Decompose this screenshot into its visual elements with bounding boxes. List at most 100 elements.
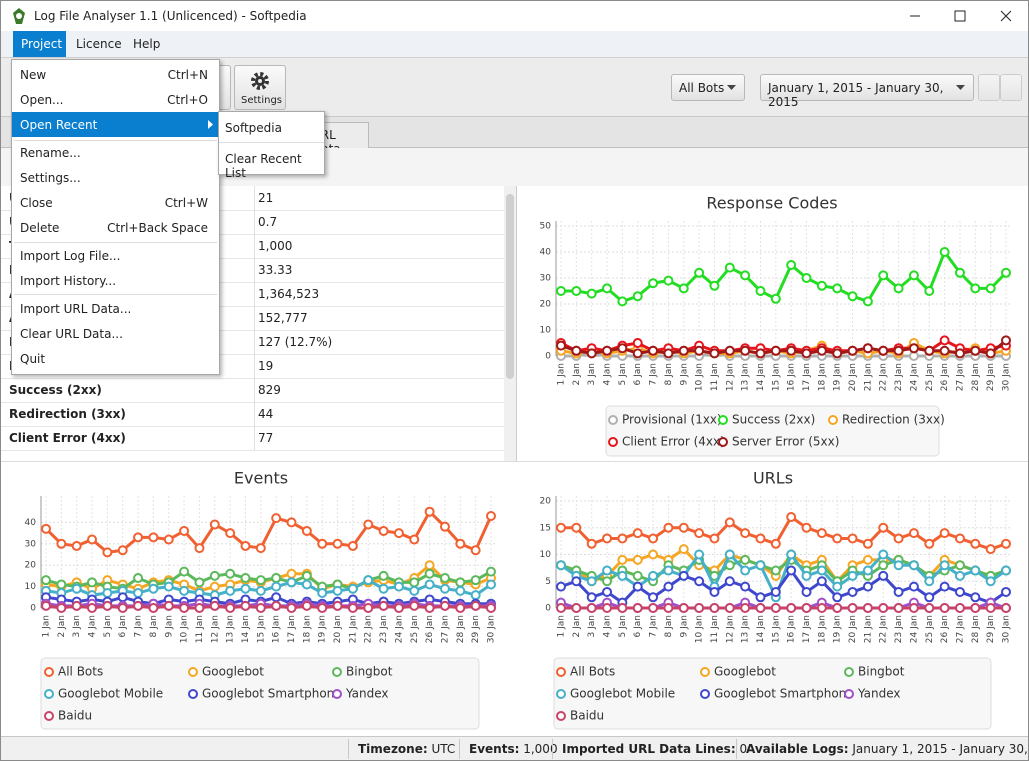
legend-marker: [44, 667, 54, 677]
menu-item[interactable]: Open...: [20, 93, 64, 107]
data-point: [179, 566, 190, 577]
app-icon: [13, 8, 25, 24]
menu-item[interactable]: Rename...: [20, 146, 81, 160]
row-value: 77: [258, 431, 274, 445]
data-point: [786, 512, 797, 523]
data-point: [786, 260, 797, 270]
x-tick-label: 19 Jan: [833, 615, 843, 643]
data-point: [724, 517, 735, 528]
menu-item[interactable]: Clear Recent List: [225, 152, 302, 180]
data-point: [409, 534, 420, 545]
menu-item[interactable]: Softpedia: [225, 121, 282, 135]
data-point: [663, 581, 674, 592]
y-tick-label: 0: [30, 604, 36, 614]
settings-button[interactable]: Settings: [234, 65, 286, 110]
data-point: [424, 603, 435, 613]
data-point: [271, 592, 282, 603]
menu-item[interactable]: Quit: [20, 352, 46, 366]
data-point: [225, 603, 236, 613]
status-item: Available Logs: January 1, 2015 - Januar…: [746, 742, 1028, 756]
x-tick-label: 28 Jan: [456, 615, 466, 643]
menu-item[interactable]: Project: [21, 37, 63, 51]
data-point: [678, 283, 689, 294]
dropdown-arrow: [956, 85, 965, 90]
bot-filter[interactable]: All Bots: [671, 74, 745, 101]
x-tick-label: 13 Jan: [226, 615, 236, 643]
data-point: [617, 296, 628, 307]
menu-item[interactable]: Help: [133, 37, 161, 51]
data-point: [602, 533, 613, 544]
data-point: [801, 603, 812, 613]
data-point: [470, 600, 481, 611]
menu-item[interactable]: Open Recent: [20, 118, 98, 132]
data-point: [985, 603, 996, 613]
data-point: [409, 585, 420, 596]
data-point: [801, 273, 812, 283]
data-point: [893, 283, 904, 294]
x-tick-label: 12 Jan: [725, 363, 735, 391]
chart-title: Response Codes: [706, 194, 837, 213]
menu-item[interactable]: Delete: [20, 221, 60, 235]
legend-marker: [700, 667, 710, 677]
data-point: [939, 528, 950, 539]
data-point: [709, 348, 720, 359]
y-tick-label: 10: [540, 550, 552, 560]
legend-label: Bingbot: [858, 665, 905, 679]
status-divider: [348, 739, 349, 759]
data-point: [939, 247, 950, 257]
menu-item[interactable]: Close: [20, 196, 53, 210]
x-tick-label: 8 Jan: [664, 363, 674, 385]
menu-item[interactable]: Import URL Data...: [20, 302, 132, 316]
menu-item[interactable]: Import History...: [20, 274, 117, 288]
menu-item[interactable]: New: [20, 68, 47, 82]
dropdown-arrow: [727, 85, 736, 90]
data-point: [163, 581, 174, 592]
row-label: Client Error (4xx): [9, 431, 126, 445]
data-point: [56, 603, 67, 613]
data-point: [694, 576, 705, 587]
data-point: [832, 592, 843, 603]
data-point: [117, 545, 128, 556]
data-point: [439, 583, 450, 594]
col-divider: [254, 330, 255, 354]
x-tick-label: 10 Jan: [695, 615, 705, 643]
data-point: [378, 525, 389, 536]
data-point: [1001, 586, 1011, 597]
dropdown-text: All Bots: [679, 81, 725, 95]
col-divider: [254, 210, 255, 234]
data-point: [648, 592, 659, 603]
y-tick-label: 20: [25, 561, 37, 571]
table-row: Redirection (3xx) 44: [1, 402, 504, 427]
menu-item[interactable]: Clear URL Data...: [20, 327, 123, 341]
y-tick-label: 20: [540, 497, 552, 507]
menu-item[interactable]: Settings...: [20, 171, 81, 185]
data-point: [317, 538, 328, 549]
next-button[interactable]: [1000, 74, 1022, 101]
data-point: [486, 510, 496, 521]
data-point: [970, 345, 981, 356]
legend-label: Googlebot Smartphone: [714, 687, 854, 701]
row-value: 829: [258, 383, 281, 397]
data-point: [424, 579, 435, 590]
x-tick-label: 25 Jan: [410, 615, 420, 643]
legend-label: All Bots: [58, 665, 103, 679]
x-tick-label: 19 Jan: [833, 363, 843, 391]
legend-marker: [608, 437, 618, 447]
menu-item[interactable]: Import Log File...: [20, 249, 121, 263]
menu-item[interactable]: Licence: [76, 37, 122, 51]
prev-button[interactable]: [978, 74, 1000, 101]
data-point: [678, 603, 689, 613]
date-range[interactable]: January 1, 2015 - January 30, 2015: [760, 74, 974, 109]
x-tick-label: 5 Jan: [618, 363, 628, 385]
data-point: [970, 565, 981, 576]
data-point: [694, 528, 705, 539]
data-point: [571, 286, 582, 296]
data-point: [970, 592, 981, 603]
project-menu: New Ctrl+N Open... Ctrl+O Open Recent Rename.…: [11, 59, 220, 375]
data-point: [908, 270, 919, 281]
data-point: [102, 547, 113, 558]
status-item: Events: 1,000: [469, 742, 558, 756]
status-bar: Timezone: UTC Events: 1,000 Imported URL D…: [1, 736, 1028, 760]
data-point: [378, 600, 389, 611]
data-point: [663, 348, 674, 359]
